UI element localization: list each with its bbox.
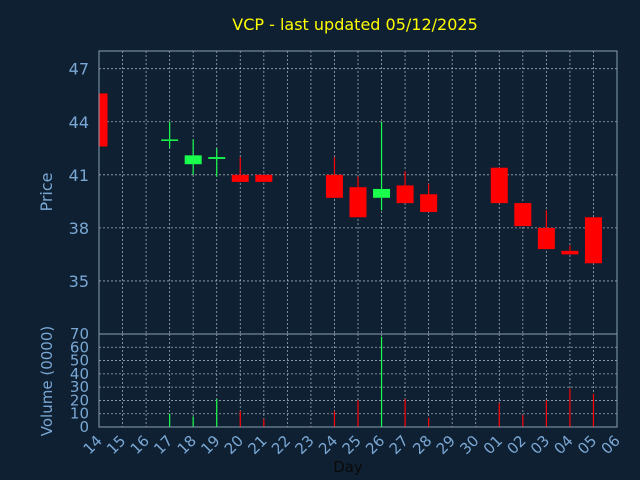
price-tick-label: 41 [69,166,89,185]
candle-body [255,174,273,182]
candle-body [561,250,579,255]
candle-body [373,188,391,198]
volume-tick-label: 50 [70,352,89,370]
volume-axis-label: Volume (0000) [38,326,56,436]
candle-body [584,217,602,264]
price-tick-label: 35 [69,272,89,291]
candle-body [161,139,179,141]
volume-tick-label: 60 [70,338,89,356]
candle-body [231,174,249,182]
volume-tick-label: 20 [70,391,89,409]
volume-tick-label: 0 [79,418,89,436]
price-tick-label: 47 [69,60,89,79]
candle-body [349,187,367,218]
volume-panel-frame [98,333,618,428]
candle-body [184,155,202,165]
candles [98,93,602,264]
candle-body [208,157,226,159]
volume-tick-label: 40 [70,365,89,383]
price-tick-label: 38 [69,219,89,238]
price-tick-label: 44 [69,113,89,132]
volume-tick-label: 10 [70,405,89,423]
volume-tick-label: 70 [70,325,89,343]
price-axis-label: Price [37,172,56,211]
candle-body [396,185,414,204]
chart-title: VCP - last updated 05/12/2025 [232,15,478,34]
x-axis-label: Day [333,458,363,476]
volume-bars [169,336,595,427]
candle-body [99,93,108,147]
price-tick-labels: 35 38 41 44 47 [69,60,89,291]
x-tick-labels: 1415161718192021222324252627282930010203… [80,432,624,458]
volume-tick-label: 30 [70,378,89,396]
candle-body [420,194,438,212]
candle-body [514,203,532,227]
candle-body [490,167,508,204]
candle-body [325,174,343,198]
candle-body [537,227,555,250]
